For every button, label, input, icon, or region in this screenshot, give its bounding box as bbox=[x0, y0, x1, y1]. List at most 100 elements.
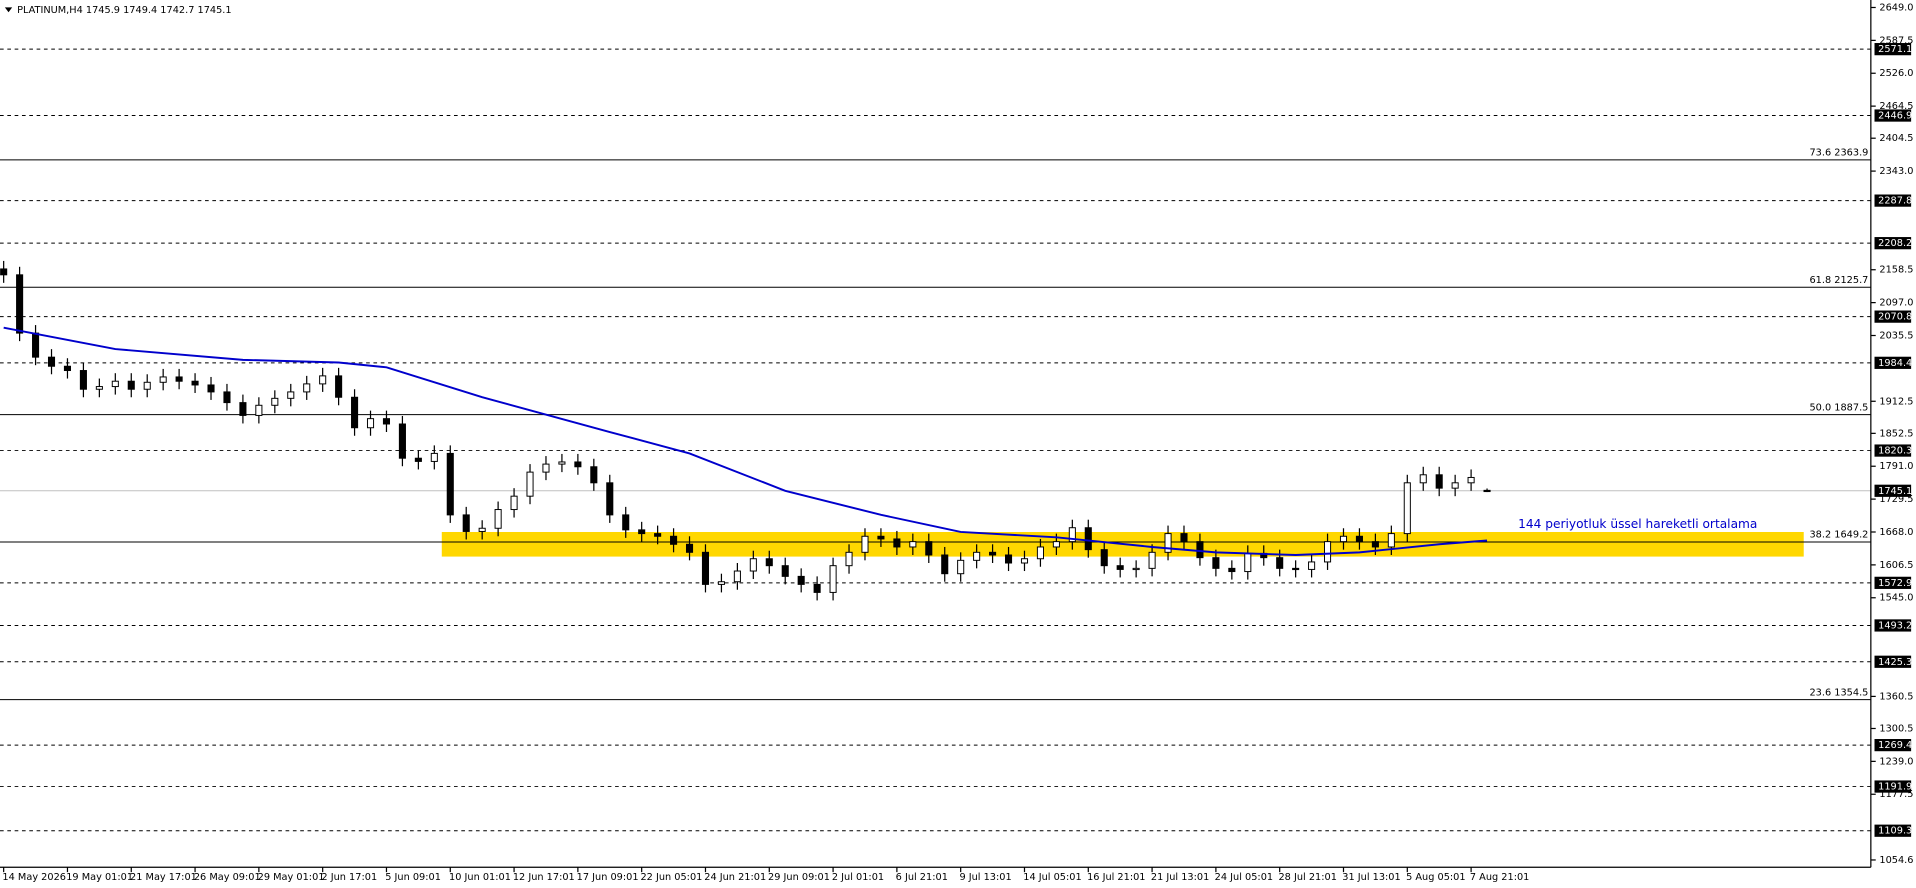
level-label-box bbox=[1874, 619, 1912, 632]
candle-body bbox=[701, 551, 710, 585]
candle-body bbox=[303, 383, 311, 393]
level-label-box bbox=[1874, 655, 1912, 668]
candle-body bbox=[925, 541, 933, 556]
candle-body bbox=[1132, 567, 1140, 571]
candle-body bbox=[558, 461, 566, 465]
candle-body bbox=[95, 386, 103, 390]
candle-body bbox=[1116, 565, 1124, 570]
x-tick-label: 24 Jun 21:01 bbox=[704, 872, 766, 883]
candle-body bbox=[32, 332, 40, 358]
level-label-box bbox=[1874, 310, 1912, 323]
menu-arrow[interactable] bbox=[4, 7, 13, 13]
annotation: 144 periyotluk üssel hareketli ortalama bbox=[1518, 517, 1757, 531]
x-tick-label: 7 Aug 21:01 bbox=[1470, 872, 1530, 883]
candle-body bbox=[510, 495, 518, 511]
level-label: 1984.4 bbox=[1878, 358, 1912, 369]
level-label: 1820.3 bbox=[1878, 446, 1912, 457]
x-tick-label: 21 Jul 13:01 bbox=[1151, 872, 1209, 883]
x-tick-label: 10 Jun 01:01 bbox=[449, 872, 511, 883]
level-label: 1425.3 bbox=[1878, 657, 1912, 668]
candle-body bbox=[606, 482, 614, 516]
candle-body bbox=[1036, 546, 1044, 560]
y-tick-label: 1545.0 bbox=[1879, 593, 1913, 604]
current-label: 1745.1 bbox=[1878, 486, 1912, 497]
candle-body bbox=[223, 391, 231, 404]
candle-body bbox=[765, 558, 773, 567]
y-tick-label: 2587.5 bbox=[1879, 35, 1913, 46]
candle-body bbox=[446, 452, 454, 516]
fib-label: 50.0 1887.5 bbox=[1809, 402, 1868, 413]
candle-body bbox=[127, 380, 135, 390]
x-tick-label: 9 Jul 13:01 bbox=[959, 872, 1011, 883]
level-label-box bbox=[1874, 356, 1912, 369]
candle-body bbox=[16, 274, 24, 334]
y-tick-label: 2404.5 bbox=[1879, 133, 1913, 144]
candle-body bbox=[845, 551, 853, 567]
fib-label: 38.2 1649.2 bbox=[1809, 530, 1868, 541]
level-label-box bbox=[1874, 194, 1912, 207]
candle-body bbox=[574, 461, 582, 468]
level-label-box bbox=[1874, 237, 1912, 250]
candle-body bbox=[861, 535, 869, 553]
candle-body bbox=[398, 423, 406, 459]
candle-body bbox=[191, 380, 199, 386]
candle-body bbox=[909, 541, 917, 548]
y-tick-label: 2158.5 bbox=[1879, 265, 1913, 276]
candle-body bbox=[271, 397, 279, 406]
candle-body bbox=[1435, 474, 1443, 489]
candle-body bbox=[0, 268, 8, 276]
candle-body bbox=[1148, 551, 1156, 569]
x-tick-label: 6 Jul 21:01 bbox=[896, 872, 948, 883]
y-tick-label: 1912.5 bbox=[1879, 396, 1913, 407]
candle-body bbox=[590, 466, 598, 484]
y-tick-label: 1300.5 bbox=[1879, 723, 1913, 734]
candle-body bbox=[1068, 527, 1076, 543]
level-label: 1109.3 bbox=[1878, 826, 1912, 837]
header: PLATINUM,H4 1745.9 1749.4 1742.7 1745.1 bbox=[17, 5, 232, 16]
x-tick-label: 5 Jun 09:01 bbox=[385, 872, 441, 883]
candle-body bbox=[1052, 541, 1060, 548]
candle-body bbox=[287, 391, 295, 399]
candle-body bbox=[1164, 533, 1172, 553]
candle-body bbox=[1228, 567, 1236, 573]
y-tick-label: 1239.0 bbox=[1879, 756, 1913, 767]
fib-label: 23.6 1354.5 bbox=[1809, 687, 1868, 698]
level-label: 2208.2 bbox=[1878, 238, 1912, 249]
candle-body bbox=[1084, 527, 1092, 551]
level-label: 1269.4 bbox=[1878, 740, 1912, 751]
candle-body bbox=[877, 535, 885, 540]
candle-body bbox=[829, 565, 837, 593]
y-tick-label: 2035.5 bbox=[1879, 331, 1913, 342]
candle-body bbox=[781, 565, 789, 577]
candle-body bbox=[1324, 541, 1332, 563]
candle-body bbox=[1467, 476, 1475, 484]
level-label-box bbox=[1874, 780, 1912, 793]
x-tick-label: 12 Jun 17:01 bbox=[513, 872, 575, 883]
candle-body bbox=[143, 381, 151, 390]
candle-body bbox=[239, 402, 247, 416]
x-tick-label: 2 Jun 17:01 bbox=[321, 872, 377, 883]
candle-body bbox=[1403, 482, 1411, 535]
candle-body bbox=[1020, 558, 1029, 564]
candle-body bbox=[1371, 541, 1379, 548]
candle-body bbox=[813, 583, 821, 593]
candle-body bbox=[414, 457, 422, 462]
candle-body bbox=[207, 384, 215, 393]
y-tick-label: 1177.5 bbox=[1879, 789, 1913, 800]
x-tick-label: 31 Jul 13:01 bbox=[1342, 872, 1400, 883]
candle-body bbox=[478, 527, 486, 532]
y-tick-label: 2526.0 bbox=[1879, 68, 1913, 79]
candle-body bbox=[733, 570, 741, 583]
candle-body bbox=[1451, 482, 1459, 489]
candle-body bbox=[957, 559, 965, 575]
x-tick-label: 14 Jul 05:01 bbox=[1023, 872, 1081, 883]
candle-body bbox=[1196, 541, 1204, 559]
level-label-box bbox=[1874, 109, 1912, 122]
candle-body bbox=[1339, 535, 1348, 543]
level-label: 1493.2 bbox=[1878, 620, 1912, 631]
candle-body bbox=[622, 514, 630, 531]
y-tick-label: 2649.0 bbox=[1879, 2, 1913, 13]
level-label: 1572.9 bbox=[1878, 578, 1912, 589]
